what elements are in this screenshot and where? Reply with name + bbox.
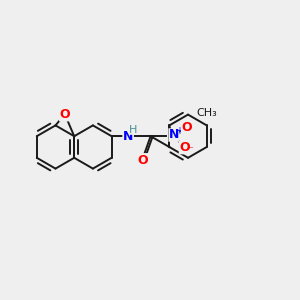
Text: N: N [169,128,179,142]
Text: ⁻: ⁻ [187,145,193,155]
Text: O: O [179,141,190,154]
Text: CH₃: CH₃ [196,108,217,118]
Text: O: O [181,121,192,134]
Text: O: O [59,108,70,121]
Text: +: + [175,125,183,136]
Text: H: H [129,124,138,135]
Text: O: O [137,154,148,167]
Text: N: N [123,130,133,143]
